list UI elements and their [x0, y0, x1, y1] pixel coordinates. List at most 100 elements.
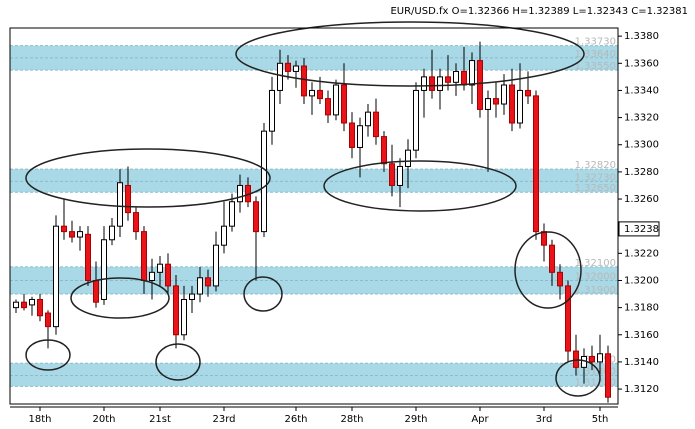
candle-body	[533, 95, 539, 233]
zone-label: 1.31390	[575, 354, 616, 365]
candle-body	[277, 62, 283, 91]
candle-body	[197, 277, 203, 295]
ellipse	[514, 231, 582, 309]
candle-body	[109, 225, 115, 241]
ellipse	[25, 148, 271, 208]
candle-body	[541, 231, 547, 246]
candle-body	[261, 130, 267, 233]
candle-body	[173, 285, 179, 336]
x-tick-label: 28th	[341, 414, 364, 425]
candle-body	[453, 70, 459, 83]
candle-body	[301, 65, 307, 97]
candle-body	[29, 298, 35, 306]
candle-body	[253, 201, 259, 233]
candle-body	[85, 233, 91, 281]
y-tick-label: 1.3320	[624, 113, 659, 124]
zone-label: 1.31300	[575, 366, 616, 377]
candle-body	[597, 353, 603, 363]
zone-label: 1.31900	[575, 285, 616, 296]
candle-body	[293, 65, 299, 72]
ellipse	[25, 339, 71, 371]
x-tick-label: 26th	[285, 414, 308, 425]
y-tick-label: 1.3300	[624, 140, 659, 151]
candle-body	[285, 62, 291, 72]
candle-body	[421, 76, 427, 91]
y-tick-label: 1.3140	[624, 357, 659, 368]
y-tick-label: 1.3380	[624, 31, 659, 42]
candle-body	[237, 184, 243, 203]
zone-label: 1.33730	[575, 37, 616, 48]
y-tick-label: 1.3200	[624, 275, 659, 286]
candle-body	[381, 136, 387, 165]
candle-body	[37, 298, 43, 317]
plot-frame	[9, 27, 619, 405]
y-tick-label: 1.3340	[624, 85, 659, 96]
zone	[10, 169, 618, 193]
candle-body	[77, 231, 83, 238]
last-price-box	[618, 221, 660, 237]
candle-body	[437, 76, 443, 91]
x-tick-label: 21st	[149, 414, 171, 425]
candle-body	[565, 285, 571, 352]
candle-body	[365, 111, 371, 127]
candle-body	[429, 76, 435, 91]
x-tick-label: 23rd	[212, 414, 235, 425]
candle-body	[205, 277, 211, 287]
candle-body	[141, 231, 147, 281]
candle-body	[573, 350, 579, 368]
zone	[10, 363, 618, 387]
candle-body	[525, 89, 531, 97]
candle-body	[405, 149, 411, 167]
candle-body	[485, 98, 491, 110]
y-tick-label: 1.3180	[624, 303, 659, 314]
candle-body	[165, 263, 171, 287]
zone-label: 1.32100	[575, 258, 616, 269]
ellipse	[555, 359, 601, 397]
candle-body	[509, 84, 515, 124]
candle-body	[517, 89, 523, 124]
candle-body	[269, 89, 275, 132]
candle-body	[181, 298, 187, 336]
last-price-label: 1.3238	[624, 224, 659, 235]
candle-body	[309, 89, 315, 97]
candle-body	[157, 263, 163, 273]
candle-body	[581, 355, 587, 368]
candle-body	[221, 225, 227, 246]
candle-body	[413, 89, 419, 151]
candle-body	[45, 312, 51, 328]
zone-label: 1.33640	[575, 49, 616, 60]
candle-body	[125, 184, 131, 214]
ellipse	[235, 21, 585, 87]
ellipse	[70, 277, 170, 319]
candle-body	[69, 231, 75, 238]
candle-body	[357, 125, 363, 148]
x-tick-label: 20th	[93, 414, 116, 425]
candle-body	[21, 301, 27, 309]
candle-body	[149, 271, 155, 281]
x-tick-label: 5th	[592, 414, 609, 425]
y-tick-label: 1.3160	[624, 330, 659, 341]
candle-body	[61, 225, 67, 233]
chart-title: EUR/USD.fx O=1.32366 H=1.32389 L=1.32343…	[390, 6, 688, 17]
candle-body	[549, 244, 555, 273]
candle-body	[469, 60, 475, 86]
annotations	[25, 21, 601, 397]
candle-body	[557, 271, 563, 287]
y-tick-label: 1.3220	[624, 248, 659, 259]
candle-body	[589, 355, 595, 363]
candle-body	[461, 70, 467, 86]
zone-label: 1.32650	[575, 183, 616, 194]
candle-body	[93, 279, 99, 303]
candle-body	[445, 76, 451, 83]
candle-body	[117, 182, 123, 227]
candle-body	[189, 293, 195, 300]
candle-body	[373, 111, 379, 138]
zone-label: 1.32730	[575, 172, 616, 183]
candles	[13, 41, 611, 403]
zone-label: 1.31220	[575, 377, 616, 388]
y-tick-label: 1.3360	[624, 58, 659, 69]
y-tick-label: 1.3260	[624, 194, 659, 205]
ellipse	[155, 343, 201, 381]
